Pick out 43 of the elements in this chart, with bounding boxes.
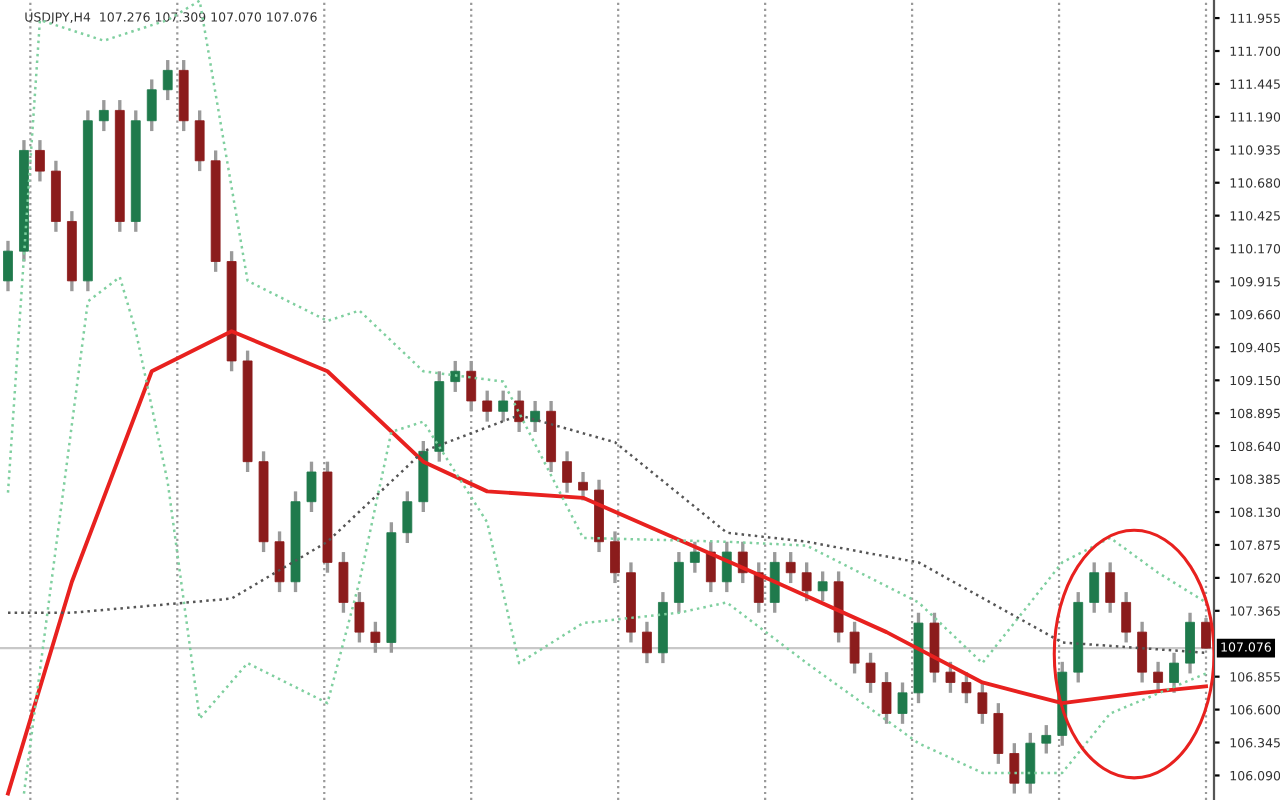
candlestick bbox=[274, 529, 285, 594]
candlestick bbox=[1137, 620, 1148, 685]
candlestick bbox=[673, 550, 684, 615]
candlestick bbox=[1185, 611, 1195, 676]
candlestick bbox=[402, 489, 413, 545]
candlestick bbox=[961, 670, 972, 705]
candlestick bbox=[1105, 560, 1116, 615]
candlestick bbox=[338, 550, 349, 615]
candlestick bbox=[562, 449, 572, 495]
candlestick bbox=[530, 399, 541, 434]
candlestick bbox=[1041, 723, 1052, 756]
candlestick bbox=[881, 670, 892, 726]
candlestick bbox=[977, 680, 988, 726]
candlestick bbox=[705, 540, 716, 594]
candlestick bbox=[514, 388, 525, 434]
candlestick bbox=[3, 239, 13, 293]
candlestick bbox=[817, 569, 828, 603]
candlestick bbox=[1009, 741, 1020, 796]
candlestick bbox=[450, 359, 461, 394]
candlestick bbox=[865, 651, 876, 695]
candlestick bbox=[1153, 660, 1163, 695]
candlestick bbox=[945, 660, 956, 695]
candlestick bbox=[306, 459, 317, 514]
candlestick bbox=[35, 138, 45, 184]
candlestick bbox=[194, 108, 205, 173]
candlestick bbox=[689, 540, 700, 575]
candlestick bbox=[1025, 731, 1036, 796]
candlestick bbox=[1169, 651, 1179, 695]
candlestick bbox=[146, 77, 157, 133]
candlestick bbox=[370, 620, 381, 655]
candlestick bbox=[482, 388, 493, 424]
candlestick bbox=[98, 98, 109, 133]
candlestick bbox=[1121, 590, 1132, 645]
candlestick bbox=[1089, 560, 1100, 615]
candlestick bbox=[801, 560, 812, 603]
candlestick bbox=[849, 620, 860, 676]
candlestick bbox=[993, 701, 1004, 766]
candlestick bbox=[498, 388, 509, 424]
candlestick bbox=[769, 550, 780, 615]
candlestick bbox=[354, 590, 365, 645]
candlestick bbox=[642, 620, 652, 665]
candlestick bbox=[785, 550, 796, 585]
line-series bbox=[6, 0, 1208, 665]
